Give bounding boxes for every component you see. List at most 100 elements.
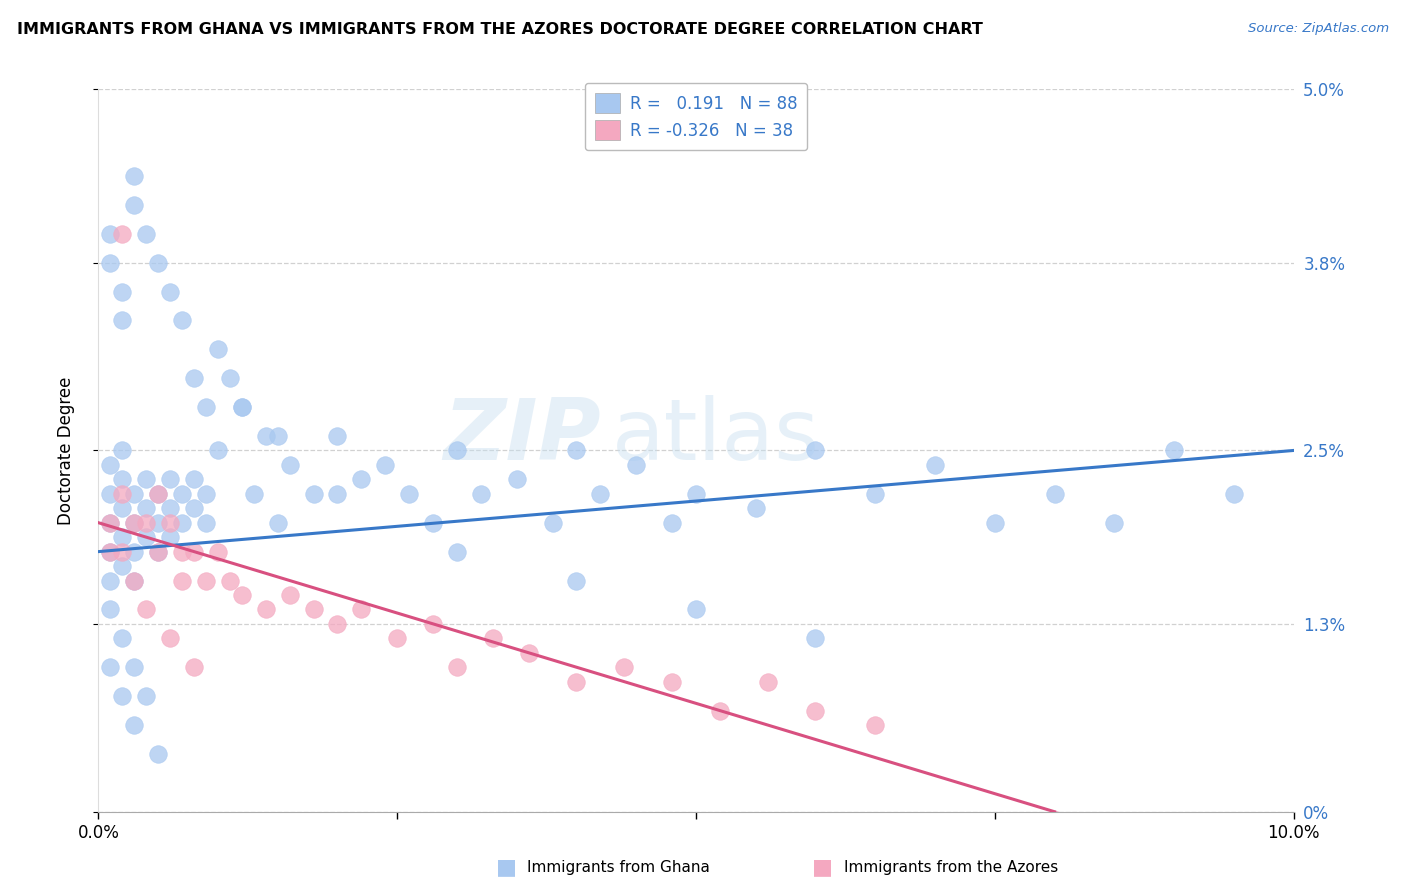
Point <box>195 400 218 414</box>
Point <box>135 516 157 530</box>
Point <box>231 400 253 414</box>
Point <box>278 458 301 472</box>
Point <box>565 574 588 588</box>
Point <box>124 574 146 588</box>
Text: Source: ZipAtlas.com: Source: ZipAtlas.com <box>1249 22 1389 36</box>
Point <box>398 487 420 501</box>
Point <box>124 660 146 674</box>
Point <box>207 544 229 558</box>
Text: ■: ■ <box>813 857 832 877</box>
Point <box>148 544 170 558</box>
Point <box>159 501 181 516</box>
Point <box>195 516 218 530</box>
Point <box>111 559 134 574</box>
Point <box>506 472 529 486</box>
Point <box>111 544 134 558</box>
Point <box>446 443 468 458</box>
Point <box>804 704 827 718</box>
Point <box>219 574 242 588</box>
Point <box>374 458 396 472</box>
Point <box>172 516 194 530</box>
Point <box>111 501 134 516</box>
Point <box>517 646 540 660</box>
Point <box>124 169 146 183</box>
Point <box>124 544 146 558</box>
Point <box>231 400 253 414</box>
Point <box>243 487 266 501</box>
Point <box>98 227 122 241</box>
Point <box>219 371 242 385</box>
Point <box>111 487 134 501</box>
Point <box>148 544 170 558</box>
Point <box>148 255 170 269</box>
Text: Immigrants from the Azores: Immigrants from the Azores <box>844 860 1057 874</box>
Point <box>135 530 157 544</box>
Point <box>111 443 134 458</box>
Point <box>267 429 290 443</box>
Point <box>183 501 205 516</box>
Text: ■: ■ <box>496 857 516 877</box>
Point <box>111 472 134 486</box>
Point <box>111 285 134 299</box>
Point <box>159 285 181 299</box>
Point <box>231 588 253 602</box>
Point <box>124 487 146 501</box>
Point <box>183 371 205 385</box>
Y-axis label: Doctorate Degree: Doctorate Degree <box>56 376 75 524</box>
Point <box>183 660 205 674</box>
Point <box>482 632 505 646</box>
Point <box>661 674 683 689</box>
Point <box>1223 487 1246 501</box>
Point <box>661 516 683 530</box>
Point <box>183 544 205 558</box>
Point <box>1163 443 1185 458</box>
Point <box>135 472 157 486</box>
Point <box>1043 487 1066 501</box>
Point <box>111 313 134 327</box>
Legend: R =   0.191   N = 88, R = -0.326   N = 38: R = 0.191 N = 88, R = -0.326 N = 38 <box>585 83 807 151</box>
Point <box>302 602 325 616</box>
Point <box>267 516 290 530</box>
Point <box>470 487 492 501</box>
Point <box>745 501 768 516</box>
Point <box>98 458 122 472</box>
Point <box>135 689 157 703</box>
Point <box>124 574 146 588</box>
Point <box>385 632 409 646</box>
Point <box>254 429 277 443</box>
Text: atlas: atlas <box>613 394 820 477</box>
Point <box>148 747 170 761</box>
Point <box>172 574 194 588</box>
Point <box>135 501 157 516</box>
Text: Immigrants from Ghana: Immigrants from Ghana <box>527 860 710 874</box>
Point <box>98 487 122 501</box>
Point <box>565 674 588 689</box>
Point <box>541 516 564 530</box>
Point <box>98 544 122 558</box>
Point <box>254 602 277 616</box>
Point <box>124 718 146 732</box>
Point <box>207 343 229 357</box>
Point <box>111 227 134 241</box>
Point <box>148 516 170 530</box>
Point <box>195 487 218 501</box>
Point <box>865 487 887 501</box>
Point <box>422 616 444 631</box>
Point <box>804 443 827 458</box>
Point <box>924 458 946 472</box>
Point <box>148 487 170 501</box>
Point <box>685 602 707 616</box>
Point <box>159 472 181 486</box>
Point <box>124 516 146 530</box>
Point <box>159 530 181 544</box>
Text: IMMIGRANTS FROM GHANA VS IMMIGRANTS FROM THE AZORES DOCTORATE DEGREE CORRELATION: IMMIGRANTS FROM GHANA VS IMMIGRANTS FROM… <box>17 22 983 37</box>
Point <box>302 487 325 501</box>
Point <box>124 198 146 212</box>
Point <box>98 255 122 269</box>
Point <box>159 632 181 646</box>
Point <box>135 602 157 616</box>
Point <box>278 588 301 602</box>
Point <box>172 544 194 558</box>
Point <box>350 472 373 486</box>
Point <box>709 704 731 718</box>
